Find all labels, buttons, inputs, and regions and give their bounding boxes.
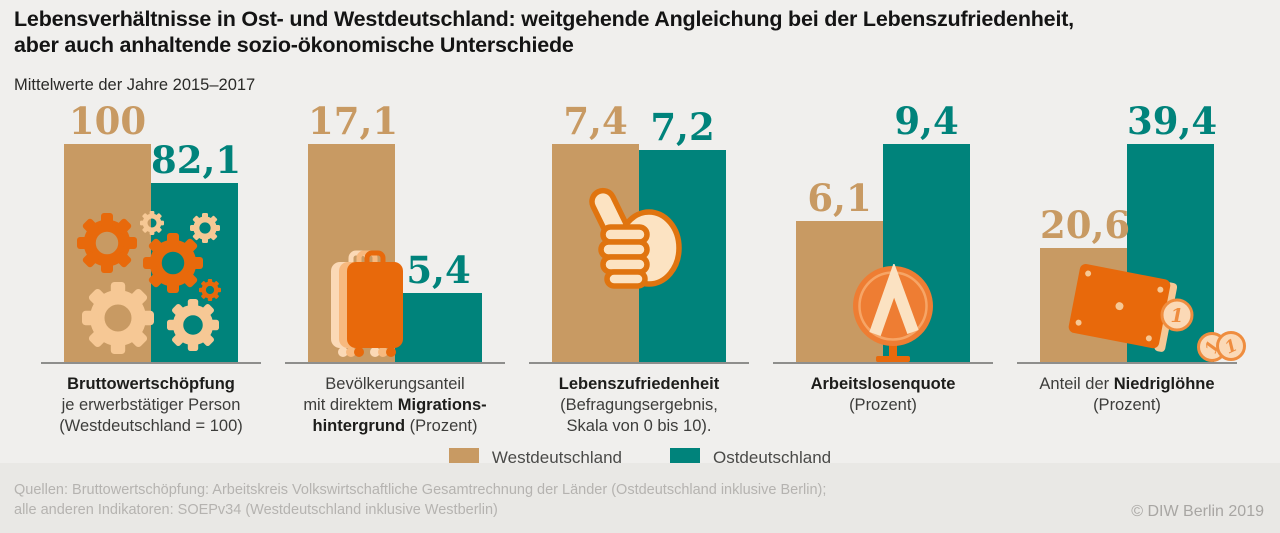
value-east: 82,1 xyxy=(151,138,242,183)
gears-icon xyxy=(71,204,231,364)
value-east: 5,4 xyxy=(406,248,471,293)
value-west: 7,4 xyxy=(563,99,628,143)
chart-group-bruttowertschoepfung: 100 82,1 Bruttowertschöpfung je erwerbstä… xyxy=(41,99,261,435)
sources-line-1: Quellen: Bruttowertschöpfung: Arbeitskre… xyxy=(14,482,827,498)
chart-group-lebenszufriedenheit: 7,4 7,2 Lebenszufriedenheit (Befragungser… xyxy=(529,99,749,435)
chart-caption: Lebenszufriedenheit (Befragungsergebnis, S… xyxy=(558,375,720,435)
chart-caption: Bevölkerungsanteil mit direktem Migration… xyxy=(303,375,487,435)
title-line-2: aber auch anhaltende sozio-ökonomische U… xyxy=(14,33,574,57)
axis-baseline xyxy=(285,362,505,364)
sources-note: Quellen: Bruttowertschöpfung: Arbeitskre… xyxy=(14,480,826,520)
coin-icon: 1 xyxy=(1216,331,1246,361)
chart-group-migrationshintergrund: 17,1 5,4 Bevölkerungsanteil mit direktem … xyxy=(285,99,505,435)
axis-baseline xyxy=(1017,362,1237,364)
legend-label-east: Ostdeutschland xyxy=(712,448,832,467)
bar-area: 17,1 5,4 xyxy=(285,99,505,364)
value-west: 17,1 xyxy=(308,99,399,143)
value-east: 7,2 xyxy=(650,104,715,149)
value-east: 9,4 xyxy=(894,99,959,143)
wallet-icon: 1 1 1 xyxy=(1068,264,1246,362)
sources-line-2: alle anderen Indikatoren: SOEPv34 (Westd… xyxy=(14,502,498,518)
chart-caption: Arbeitslosenquote (Prozent) xyxy=(810,375,956,414)
footer-band: Quellen: Bruttowertschöpfung: Arbeitskre… xyxy=(0,463,1280,533)
bar-area: 100 82,1 xyxy=(41,99,261,364)
bar-east xyxy=(395,293,482,362)
page-subtitle: Mittelwerte der Jahre 2015–2017 xyxy=(14,76,256,94)
bar-area: 1 1 1 20,6 39,4 xyxy=(1017,99,1246,364)
bar-area: 7,4 7,2 xyxy=(529,99,749,364)
chart-group-niedrigloehne: 1 1 1 20,6 39,4 Anteil der Niedriglöhne(… xyxy=(1017,99,1246,424)
page-title: Lebensverhältnisse in Ost- und Westdeuts… xyxy=(14,6,1254,58)
thumbs-up-icon xyxy=(589,187,682,289)
axis-baseline xyxy=(41,362,261,364)
axis-baseline xyxy=(529,362,749,364)
value-west: 100 xyxy=(68,99,147,143)
coin-icon: 1 xyxy=(1160,298,1194,332)
value-west: 6,1 xyxy=(807,175,872,220)
copyright: © DIW Berlin 2019 xyxy=(1131,503,1264,520)
title-line-1: Lebensverhältnisse in Ost- und Westdeuts… xyxy=(14,7,1074,31)
chart-group-arbeitslosenquote: 6,1 9,4 Arbeitslosenquote (Prozent) xyxy=(773,99,993,424)
value-east: 39,4 xyxy=(1127,99,1218,143)
employment-agency-icon xyxy=(853,264,933,362)
svg-text:1: 1 xyxy=(1170,305,1183,327)
chart-caption: Anteil der Niedriglöhne (Prozent) xyxy=(1039,375,1215,414)
chart-caption: Bruttowertschöpfung je erwerbstätiger Per… xyxy=(59,375,243,435)
value-west: 20,6 xyxy=(1040,203,1131,248)
axis-baseline xyxy=(773,362,993,364)
bar-area: 6,1 9,4 xyxy=(773,99,993,364)
legend-label-west: Westdeutschland xyxy=(491,448,622,467)
